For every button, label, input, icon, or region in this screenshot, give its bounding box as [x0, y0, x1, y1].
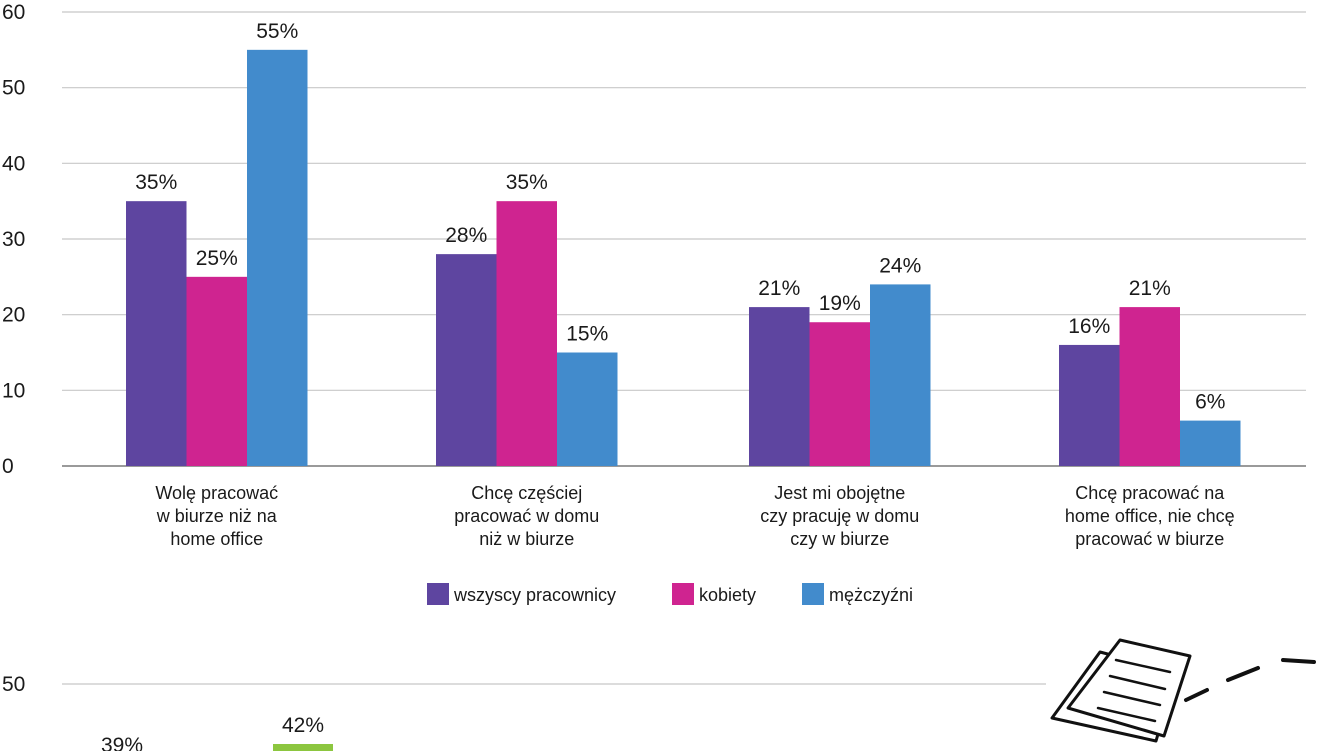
legend-swatch: [427, 583, 449, 605]
chart1-x-axis: Wolę pracować w biurze niż na home office C…: [155, 483, 1234, 549]
bar: [186, 276, 247, 466]
data-label: 42%: [282, 714, 324, 737]
y-tick-label: 50: [2, 77, 25, 100]
data-label: 39%: [101, 734, 143, 751]
data-label: 21%: [758, 277, 800, 300]
category-label-line: home office, nie chcę: [1065, 506, 1235, 526]
bar: [126, 201, 187, 466]
data-label: 6%: [1195, 391, 1225, 414]
bar: [557, 352, 618, 466]
data-label: 35%: [506, 171, 548, 194]
data-label: 25%: [196, 247, 238, 270]
category-label-line: Chcę pracować na: [1075, 483, 1225, 503]
bar: [1119, 307, 1180, 466]
papers-icon-dash-1: [1184, 688, 1209, 702]
data-label: 35%: [135, 171, 177, 194]
legend-label: wszyscy pracownicy: [453, 585, 616, 605]
chart2-partial: 50 39% 42%: [2, 673, 1046, 751]
category-label-line: w biurze niż na: [156, 506, 278, 526]
papers-icon-dash-3: [1281, 658, 1316, 664]
category-label-line: pracować w domu: [454, 506, 599, 526]
bar: [436, 254, 497, 466]
bar: [749, 307, 810, 466]
category-label-line: home office: [170, 529, 263, 549]
y-tick-label: 0: [2, 455, 14, 478]
legend-label: kobiety: [699, 585, 756, 605]
y-tick-label: 60: [2, 1, 25, 24]
bar: [870, 284, 931, 466]
y-tick-label: 10: [2, 379, 25, 402]
data-label: 15%: [566, 323, 608, 346]
y-tick-label: 40: [2, 152, 25, 175]
category-label-line: Jest mi obojętne: [774, 483, 905, 503]
category-label-line: Chcę częściej: [471, 483, 582, 503]
papers-icon-dash-2: [1226, 666, 1260, 682]
bar: [496, 201, 557, 466]
bar: [247, 49, 308, 466]
y-tick-label: 50: [2, 673, 25, 696]
y-tick-label: 30: [2, 228, 25, 251]
data-label: 24%: [879, 254, 921, 277]
category-label: Wolę pracować w biurze niż na home office: [155, 483, 278, 549]
category-label-line: niż w biurze: [479, 529, 574, 549]
bar: [273, 744, 333, 751]
y-tick-label: 20: [2, 304, 25, 327]
chart1-bars: [126, 49, 1241, 466]
data-label: 28%: [445, 224, 487, 247]
category-label-line: Wolę pracować: [155, 483, 278, 503]
chart1-legend: wszyscy pracownicy kobiety mężczyźni: [427, 583, 913, 605]
legend-swatch: [672, 583, 694, 605]
legend-swatch: [802, 583, 824, 605]
data-label: 19%: [819, 292, 861, 315]
chart1-y-axis: 0 10 20 30 40 50 60: [2, 1, 25, 478]
papers-icon: [1050, 638, 1316, 743]
bar: [1059, 344, 1120, 466]
chart1-data-labels: 35% 25% 55% 28% 35% 15% 21% 19% 24% 16% 21% 6%: [135, 20, 1225, 414]
category-label: Chcę częściej pracować w domu niż w biurze: [454, 483, 599, 549]
data-label: 16%: [1068, 315, 1110, 338]
category-label-line: czy pracuję w domu: [760, 506, 919, 526]
papers-icon-lines: [1096, 658, 1172, 723]
category-label-line: pracować w biurze: [1075, 529, 1224, 549]
category-label: Chcę pracować na home office, nie chcę pra…: [1065, 483, 1235, 549]
category-label-line: czy w biurze: [790, 529, 889, 549]
data-label: 21%: [1129, 277, 1171, 300]
legend-label: mężczyźni: [829, 585, 913, 605]
bar: [1180, 420, 1241, 466]
papers-icon-front-sheet: [1066, 638, 1192, 738]
bar: [809, 322, 870, 466]
data-label: 55%: [256, 20, 298, 43]
category-label: Jest mi obojętne czy pracuję w domu czy w …: [760, 483, 919, 549]
